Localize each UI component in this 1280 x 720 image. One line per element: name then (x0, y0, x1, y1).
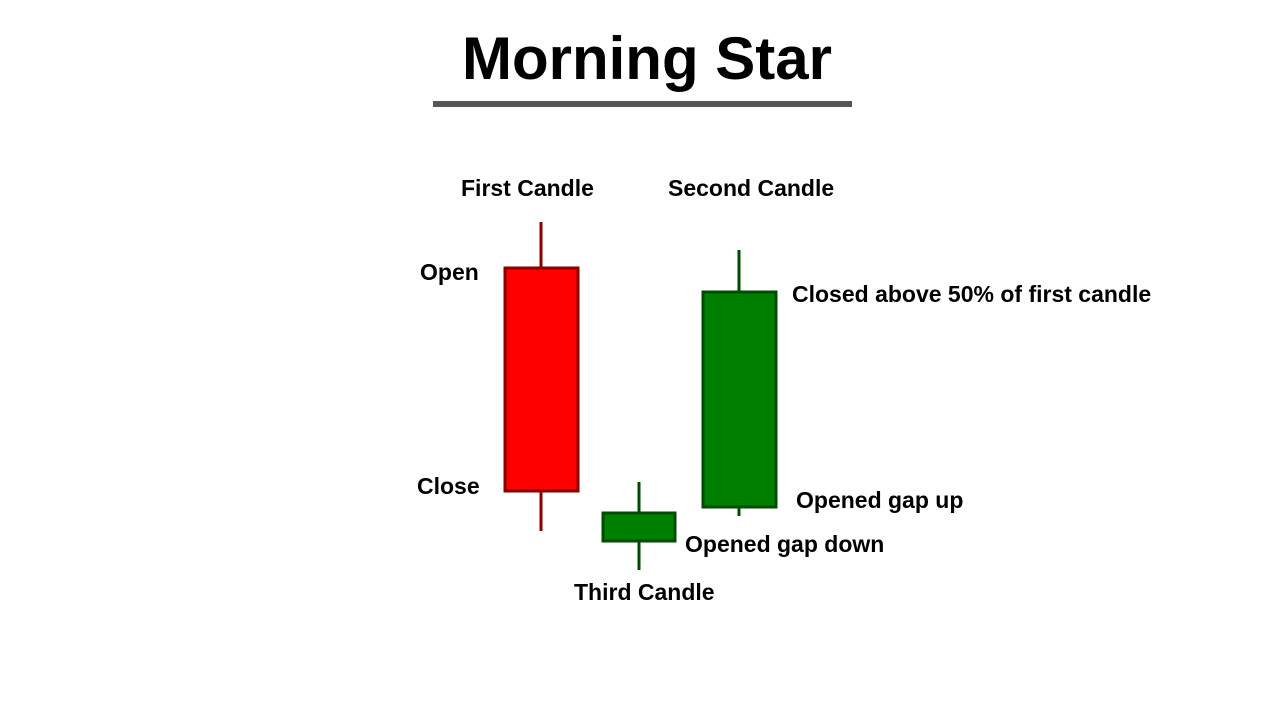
third-candle-label: Third Candle (574, 579, 715, 605)
third-candle (601, 482, 677, 570)
title-underline (433, 101, 852, 107)
page-title: Morning Star (462, 25, 832, 92)
first-candle-body (503, 266, 580, 493)
second-candle (701, 250, 778, 516)
opened-gap-up-annotation: Opened gap up (796, 487, 964, 513)
closed-above-annotation: Closed above 50% of first candle (792, 281, 1152, 307)
second-candle-label: Second Candle (668, 175, 835, 201)
close-label: Close (417, 473, 480, 499)
open-label: Open (420, 259, 479, 285)
opened-gap-down-annotation: Opened gap down (685, 531, 885, 557)
third-candle-body (601, 511, 677, 543)
second-candle-body (701, 290, 778, 509)
first-candle-label: First Candle (461, 175, 594, 201)
first-candle (503, 222, 580, 531)
